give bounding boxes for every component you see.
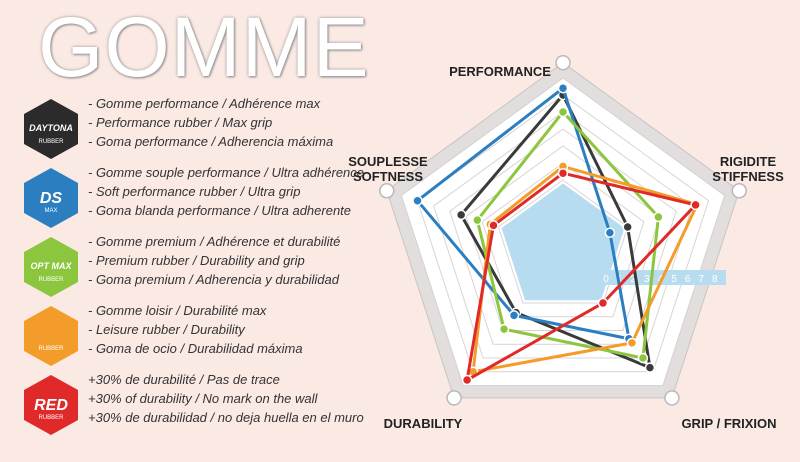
page-title: GOMME: [38, 0, 370, 94]
rubber-badge-icon: OPT MAX RUBBER: [24, 237, 78, 297]
series-point: [597, 297, 609, 309]
axis-label: GRIP / FRIXION: [681, 416, 776, 431]
legend-line: - Goma de ocio / Durabilidad máxima: [88, 341, 303, 356]
series-point: [557, 167, 569, 179]
axis-label: STIFFNESS: [712, 169, 784, 184]
radar-grid-ring: [481, 162, 645, 318]
legend-item: DAYTONA RUBBER - Gomme performance / Adhér…: [18, 94, 358, 162]
scale-tick-label: 7: [698, 274, 704, 285]
series-point: [690, 199, 701, 211]
legend-line: - Gomme performance / Adhérence max: [88, 96, 321, 111]
axis-end-marker: [731, 182, 747, 199]
series-line: [475, 110, 660, 360]
series-point: [461, 374, 473, 386]
legend-line: - Soft performance rubber / Ultra grip: [88, 184, 301, 199]
series-line: [471, 164, 699, 374]
series-point: [557, 82, 569, 94]
axis-end-marker: [555, 54, 571, 71]
rubber-badge-icon: DAYTONA RUBBER: [24, 99, 78, 159]
axis-label: SOUPLESSE: [348, 154, 428, 169]
series-point: [508, 310, 520, 321]
series-point: [622, 221, 633, 233]
axis-label: SOFTNESS: [353, 169, 423, 184]
legend-item: RUBBER - Gomme loisir / Durabilité max - L…: [18, 301, 358, 369]
series-point: [412, 195, 423, 206]
legend-line: - Gomme loisir / Durabilité max: [88, 303, 267, 318]
radar-grid-ring: [497, 179, 629, 304]
badge-subtext: RUBBER: [38, 415, 64, 421]
series-point: [498, 323, 510, 335]
axis-end-marker: [446, 390, 462, 406]
legend-line: - Gomme premium / Adhérence et durabilit…: [88, 234, 341, 249]
scale-tick-label: 2: [630, 274, 636, 285]
series-point: [557, 106, 569, 118]
scale-tick-label: 3: [644, 274, 650, 285]
legend-line: +30% de durabilité / Pas de trace: [88, 372, 280, 387]
legend-line: +30% of durability / No mark on the wall: [88, 391, 318, 406]
badge-text: OPT MAX: [30, 261, 72, 271]
axis-label: DURABILITY: [384, 416, 463, 431]
series-point: [626, 337, 638, 349]
series-point: [637, 352, 649, 364]
scale-tick-label: 6: [685, 274, 691, 285]
legend-line: - Gomme souple performance / Ultra adhér…: [88, 165, 365, 180]
axis-label: PERFORMANCE: [449, 64, 551, 79]
badge-text: RED: [34, 397, 68, 414]
scale-tick-label: 8: [712, 274, 718, 285]
series-point: [455, 209, 467, 221]
scale-tick-label: 5: [671, 274, 677, 285]
badge-subtext: RUBBER: [38, 346, 64, 352]
scale-tick-label: 1: [617, 274, 623, 285]
series-point: [653, 211, 664, 223]
legend-line: - Goma blanda performance / Ultra adhere…: [88, 203, 352, 218]
legend-line: - Leisure rubber / Durability: [88, 322, 245, 337]
radar-grid-ring: [400, 77, 726, 387]
legend-line: +30% de durabilidad / no deja huella en …: [88, 410, 364, 425]
badge-text: DS: [40, 190, 63, 207]
radar-center-area: [501, 183, 625, 301]
series-point: [644, 362, 656, 373]
radar-grid-ring: [449, 128, 677, 345]
scale-tick-label: 0: [603, 274, 609, 285]
legend-line: - Goma performance / Adherencia máxima: [88, 134, 334, 149]
series-line: [465, 171, 698, 382]
legend-item: DS MAX - Gomme souple performance / Ultra …: [18, 163, 365, 231]
axis-end-marker: [664, 390, 680, 406]
series-point: [488, 220, 499, 231]
legend-item: RED RUBBER +30% de durabilité / Pas de tra…: [18, 370, 364, 438]
badge-subtext: RUBBER: [38, 139, 64, 145]
series-point: [472, 214, 483, 226]
badge-text: DAYTONA: [29, 123, 73, 133]
series-line: [415, 86, 631, 341]
series-line: [459, 93, 652, 370]
axis-label: RIGIDITE: [720, 154, 777, 169]
legend-item: OPT MAX RUBBER - Gomme premium / Adhérence…: [18, 232, 358, 300]
legend-line: - Premium rubber / Durability and grip: [88, 253, 305, 268]
badge-subtext: MAX: [44, 208, 57, 214]
legend-line: - Goma premium / Adherencia y durabilida…: [88, 272, 339, 287]
rubber-badge-icon: RUBBER: [24, 306, 78, 366]
series-point: [604, 227, 616, 239]
legend-line: - Performance rubber / Max grip: [88, 115, 273, 130]
radar-grid-ring: [433, 111, 693, 359]
badge-subtext: RUBBER: [38, 277, 64, 283]
axis-end-marker: [379, 182, 395, 199]
